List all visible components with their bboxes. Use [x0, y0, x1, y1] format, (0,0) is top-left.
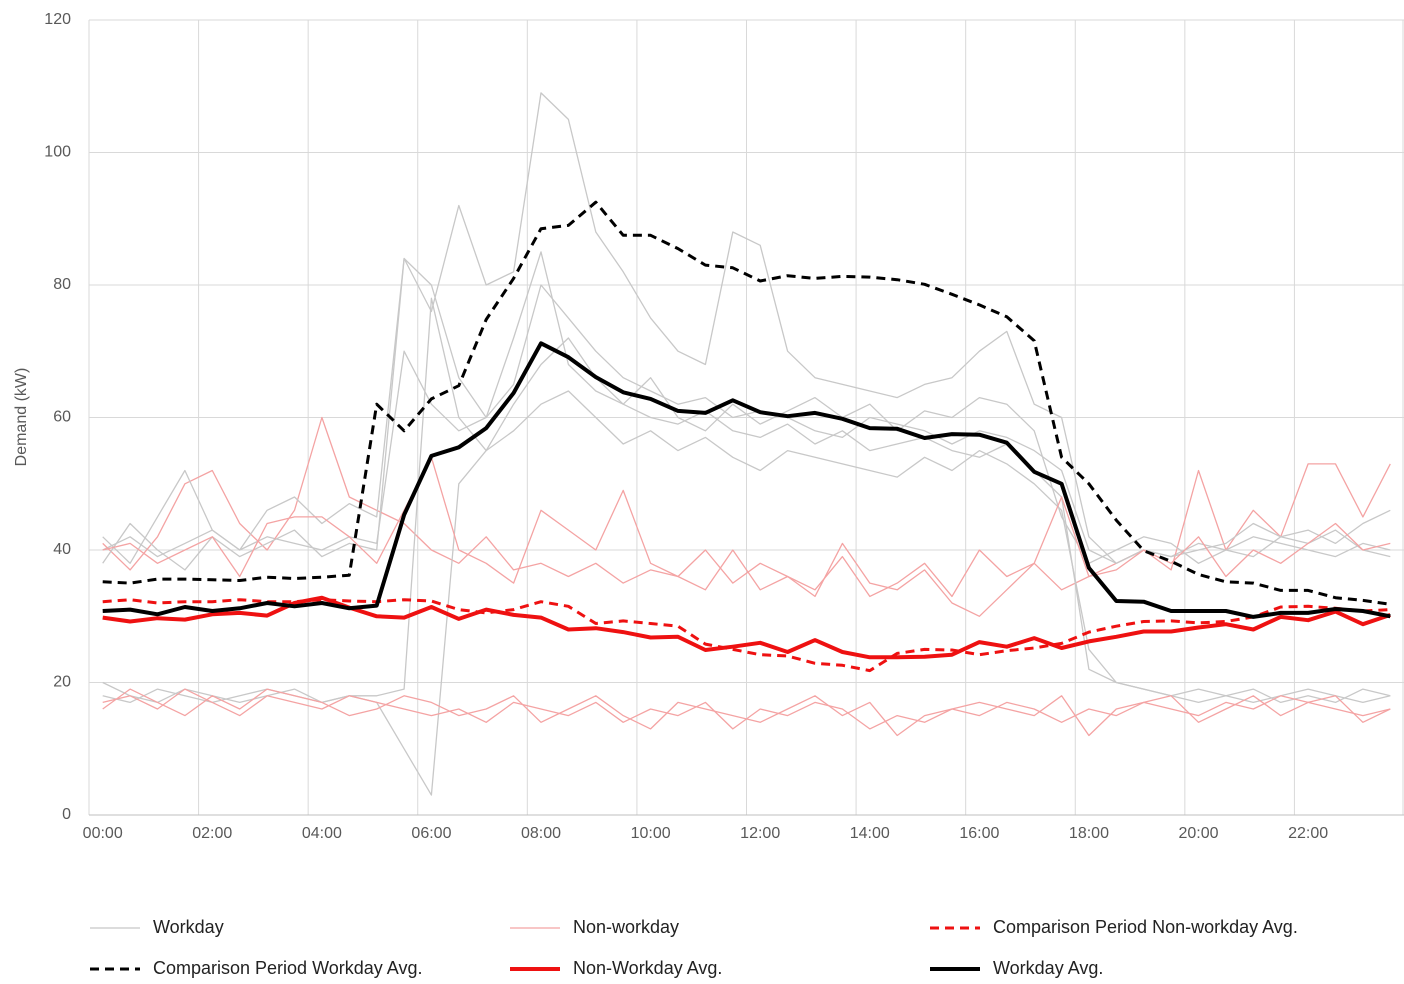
x-tick-label: 04:00 [302, 825, 342, 842]
y-tick-label: 80 [53, 276, 71, 293]
legend-label: Non-Workday Avg. [573, 958, 722, 978]
y-tick-label: 40 [53, 541, 71, 558]
series-line [102, 92, 1391, 564]
x-tick-label: 16:00 [959, 825, 999, 842]
series-line [102, 390, 1391, 796]
y-axis-title: Demand (kW) [13, 368, 30, 467]
legend-label: Comparison Period Non-workday Avg. [993, 917, 1298, 937]
x-tick-label: 10:00 [631, 825, 671, 842]
y-tick-label: 60 [53, 409, 71, 426]
x-tick-label: 22:00 [1288, 825, 1328, 842]
legend-label: Workday Avg. [993, 958, 1103, 978]
legend-label: Non-workday [573, 917, 679, 937]
series-line [102, 200, 1391, 606]
legend-label: Workday [153, 917, 224, 937]
y-tick-label: 20 [53, 674, 71, 691]
series-line [102, 595, 1391, 660]
y-tick-label: 120 [44, 11, 71, 28]
x-tick-label: 08:00 [521, 825, 561, 842]
y-tick-label: 0 [62, 806, 71, 823]
series-line [102, 688, 1391, 737]
series-line [102, 456, 1391, 617]
x-tick-label: 00:00 [83, 825, 123, 842]
x-tick-label: 14:00 [850, 825, 890, 842]
x-tick-label: 20:00 [1179, 825, 1219, 842]
x-tick-label: 18:00 [1069, 825, 1109, 842]
series-line [102, 416, 1391, 598]
x-tick-label: 06:00 [411, 825, 451, 842]
x-tick-label: 02:00 [192, 825, 232, 842]
legend-label: Comparison Period Workday Avg. [153, 958, 422, 978]
x-tick-label: 12:00 [740, 825, 780, 842]
series-line [102, 341, 1391, 619]
y-tick-label: 100 [44, 144, 71, 161]
series-line [102, 251, 1391, 571]
